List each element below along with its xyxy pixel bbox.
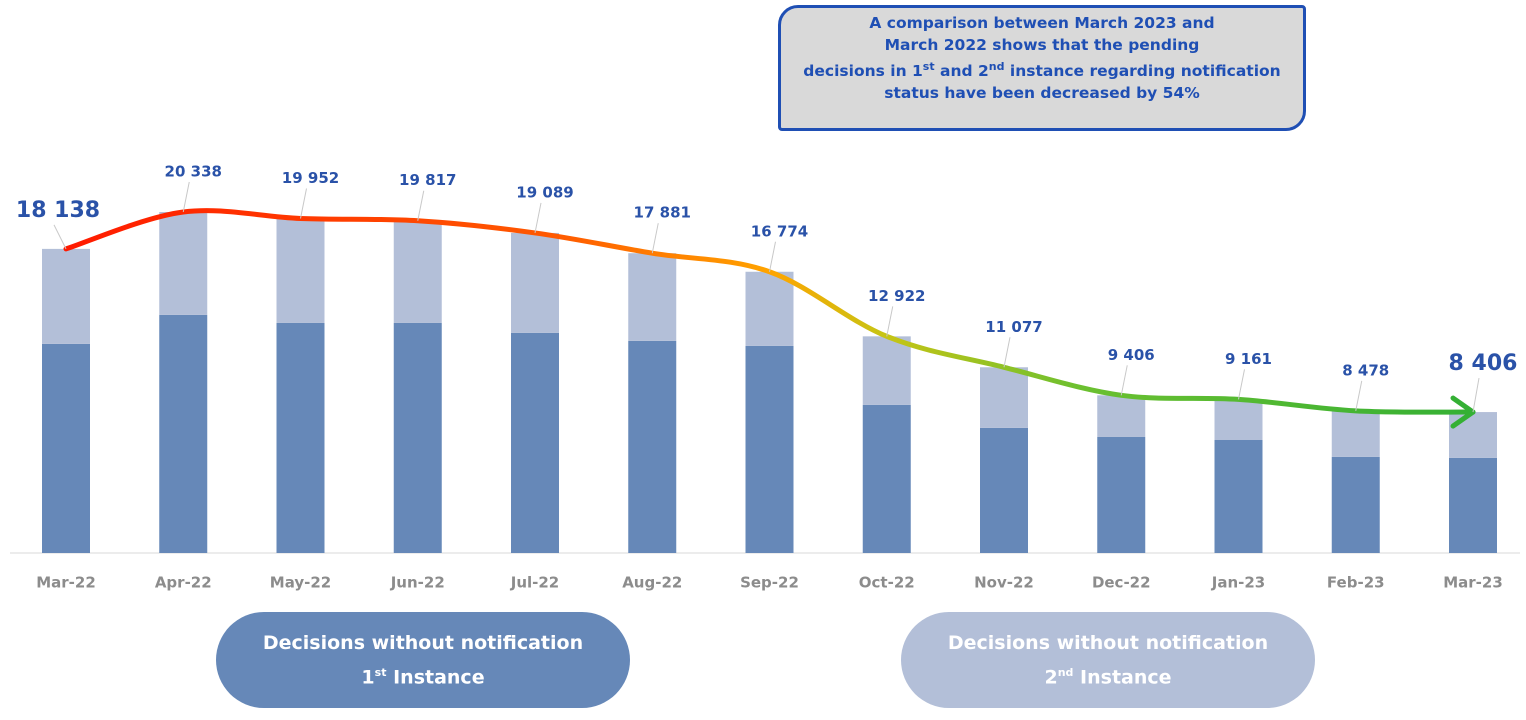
total-label: 8 478 (1342, 361, 1389, 379)
x-tick-label: Jun-22 (390, 574, 445, 592)
bar-segment (628, 340, 677, 553)
bar-segment (1449, 457, 1497, 553)
total-label: 12 922 (868, 287, 925, 305)
leader-line (1003, 337, 1011, 368)
annotation-line: A comparison between March 2023 and (869, 14, 1215, 32)
text: 1 (361, 666, 375, 689)
leader-line (417, 190, 425, 221)
trend-line (63, 208, 1476, 415)
leader-line (300, 188, 307, 219)
bar-segment (393, 220, 442, 323)
bar-segment (276, 322, 325, 553)
bar-segment (980, 427, 1028, 553)
bar-segment (1331, 456, 1380, 553)
x-tick-label: Mar-22 (36, 574, 96, 592)
text: st (374, 665, 387, 679)
x-tick-label: Jul-22 (510, 574, 560, 592)
total-label: 9 161 (1225, 350, 1272, 368)
bar-segment (862, 336, 911, 405)
x-tick-label: Feb-23 (1327, 574, 1385, 592)
total-label: 17 881 (634, 204, 691, 222)
text: Instance (393, 666, 485, 689)
legend-label: 1st Instance (216, 658, 630, 692)
leader-line (534, 202, 542, 234)
text: and 2 (934, 62, 989, 81)
legend-label: 2nd Instance (901, 658, 1315, 692)
bar-segment (276, 218, 325, 323)
text: Instance (1080, 666, 1172, 689)
bar-segment (1449, 412, 1497, 458)
total-label: 16 774 (751, 222, 808, 240)
bar-segment (511, 332, 559, 553)
leader-line (1120, 365, 1128, 396)
bar-segment (1214, 399, 1263, 440)
annotation-box: A comparison between March 2023 and Marc… (778, 5, 1306, 131)
legend-label: Decisions without notification (262, 631, 584, 654)
x-tick-label: Mar-23 (1443, 574, 1503, 592)
text: decisions in 1 (803, 62, 923, 81)
leader-line (651, 223, 659, 254)
total-label: 11 077 (985, 318, 1042, 336)
x-tick-label: Aug-22 (622, 574, 682, 592)
bar-segment (42, 343, 90, 553)
total-label: 19 089 (516, 183, 573, 201)
annotation-line: March 2022 shows that the pending (884, 36, 1200, 54)
bar-segment (628, 253, 677, 341)
leader-line (53, 224, 67, 250)
text: 2 (1044, 666, 1058, 689)
leader-line (769, 241, 776, 272)
bar-segment (393, 322, 442, 553)
leader-line (182, 181, 190, 213)
total-label: 19 817 (399, 171, 456, 189)
bar-segment (745, 345, 794, 553)
total-label: 9 406 (1108, 346, 1155, 364)
bar-segment (1097, 436, 1146, 553)
annotation-line: decisions in 1st and 2nd instance regard… (781, 56, 1303, 82)
legend-item: Decisions without notification 1st Insta… (216, 612, 630, 708)
bar-segment (159, 212, 208, 315)
bar-segment (1097, 395, 1146, 437)
bar-segment (42, 248, 90, 344)
leader-line (1355, 380, 1363, 411)
x-tick-label: Oct-22 (859, 574, 915, 592)
x-tick-label: Dec-22 (1092, 574, 1151, 592)
text: instance regarding notification (1004, 62, 1281, 81)
leader-line (1472, 377, 1480, 413)
bar-segment (159, 314, 208, 553)
x-tick-label: Nov-22 (974, 574, 1034, 592)
leader-line (1238, 369, 1245, 400)
x-tick-label: Apr-22 (155, 574, 212, 592)
x-tick-label: Jan-23 (1211, 574, 1265, 592)
leader-line (886, 306, 894, 337)
bar-segment (511, 232, 559, 333)
bar-segment (980, 367, 1028, 428)
total-label: 19 952 (282, 169, 339, 187)
total-label: 8 406 (1449, 351, 1518, 376)
bar-segment (1214, 439, 1263, 553)
x-tick-label: Sep-22 (740, 574, 799, 592)
bar-segment (745, 271, 794, 346)
bar-segment (862, 404, 911, 553)
bar-segment (1331, 410, 1380, 457)
x-tick-label: May-22 (270, 574, 331, 592)
text: st (922, 60, 935, 73)
text: nd (1057, 665, 1074, 679)
annotation-line: status have been decreased by 54% (884, 84, 1200, 103)
text: nd (988, 60, 1005, 73)
legend-item: Decisions without notification 2nd Insta… (901, 612, 1315, 708)
legend-label: Decisions without notification (947, 631, 1269, 654)
total-label: 20 338 (165, 163, 222, 181)
total-label: 18 138 (16, 198, 100, 223)
